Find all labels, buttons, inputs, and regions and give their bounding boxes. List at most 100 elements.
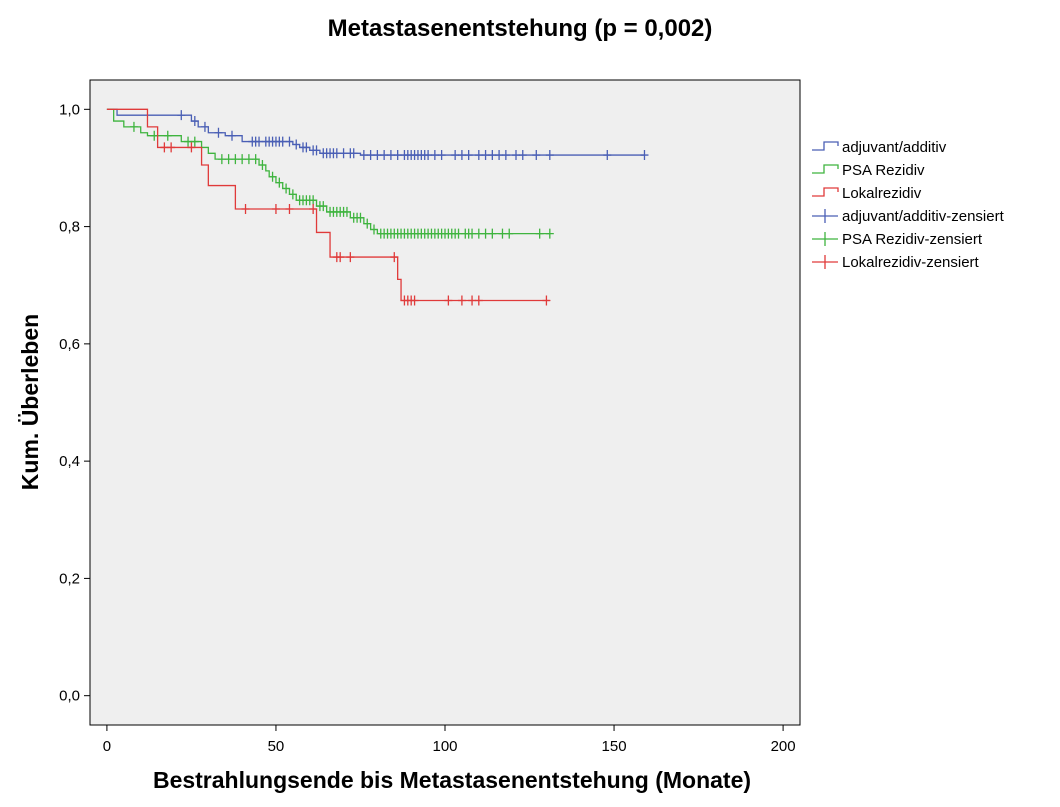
censor-mark: [603, 150, 612, 161]
censor-mark: [238, 154, 247, 165]
plot-area: [89, 79, 801, 726]
censor-mark: [380, 150, 389, 161]
censor-mark: [430, 150, 439, 161]
legend-label: PSA Rezidiv-zensiert: [842, 231, 983, 248]
censor-mark: [640, 150, 649, 161]
censor-mark: [346, 252, 355, 263]
censor-mark: [190, 136, 199, 147]
legend-item: adjuvant/additiv-zensiert: [812, 208, 1005, 225]
censor-mark: [160, 142, 169, 153]
censor-mark: [241, 204, 250, 214]
survival-step-line: [106, 108, 550, 235]
x-tick-label: 100: [432, 738, 457, 755]
censor-mark: [474, 295, 483, 306]
legend-swatch-line: [812, 164, 839, 174]
x-axis-title: Bestrahlungsende bis Metastasenentstehun…: [153, 767, 751, 793]
censor-mark: [518, 150, 527, 161]
legend-item: adjuvant/additiv: [812, 139, 947, 156]
legend-swatch-line: [812, 141, 839, 151]
censor-mark: [309, 195, 318, 206]
censor-mark: [251, 154, 260, 165]
censor-mark: [184, 136, 193, 147]
censor-mark: [532, 150, 541, 161]
censor-mark: [244, 154, 253, 165]
censor-mark: [535, 228, 544, 239]
legend-swatch-censor: [812, 255, 838, 269]
legend: adjuvant/additiv PSA Rezidiv Lokalrezidiv a…: [812, 139, 1005, 271]
censor-mark: [498, 228, 507, 239]
censor-mark: [424, 150, 433, 161]
y-axis: 0,0 0,2 0,4 0,6 0,8 1,0: [59, 101, 90, 705]
y-tick-label: 0,4: [59, 453, 80, 470]
censor-mark: [454, 228, 463, 239]
censor-mark: [332, 148, 341, 159]
censor-mark: [363, 218, 372, 229]
censor-mark: [488, 228, 497, 239]
x-tick-label: 0: [103, 738, 111, 755]
censor-mark: [393, 150, 402, 161]
censor-mark: [271, 204, 280, 214]
censor-mark: [268, 171, 277, 182]
censor-mark: [167, 142, 176, 153]
legend-swatch-line: [812, 187, 839, 197]
censor-mark: [386, 150, 395, 161]
y-tick-label: 1,0: [59, 101, 80, 118]
legend-item: Lokalrezidiv: [812, 185, 922, 202]
censor-mark: [187, 142, 196, 153]
chart-title: Metastasenentstehung (p = 0,002): [328, 15, 713, 42]
censor-mark: [474, 228, 483, 239]
censor-mark: [468, 295, 477, 306]
censor-mark: [278, 136, 287, 147]
censor-mark: [359, 150, 368, 161]
x-tick-label: 150: [602, 738, 627, 755]
legend-label: PSA Rezidiv: [842, 162, 925, 179]
censor-mark: [457, 295, 466, 306]
censor-mark: [373, 150, 382, 161]
legend-label: Lokalrezidiv-zensiert: [842, 254, 980, 271]
censor-mark: [336, 252, 345, 263]
censor-mark: [302, 142, 311, 153]
censor-mark: [150, 130, 159, 141]
censor-mark: [410, 295, 419, 306]
censor-mark: [505, 228, 514, 239]
censor-mark: [501, 150, 510, 161]
censor-mark: [545, 228, 554, 239]
censor-mark: [200, 121, 209, 132]
censor-mark: [481, 150, 490, 161]
censor-mark: [177, 110, 186, 121]
censor-mark: [342, 206, 351, 217]
censor-mark: [228, 130, 236, 141]
y-tick-label: 0,6: [59, 336, 80, 353]
censor-mark: [275, 177, 284, 188]
censor-mark: [292, 139, 301, 150]
x-tick-label: 50: [268, 738, 285, 755]
censor-mark: [545, 150, 554, 161]
censor-mark: [356, 212, 365, 223]
y-tick-label: 0,8: [59, 219, 80, 236]
censor-mark: [255, 136, 264, 147]
censor-mark: [129, 121, 138, 132]
censor-mark: [285, 136, 294, 147]
censor-mark: [339, 148, 348, 159]
legend-item: PSA Rezidiv-zensiert: [812, 231, 983, 248]
censor-mark: [288, 189, 297, 200]
censor-mark: [312, 145, 321, 156]
censor-mark: [258, 160, 267, 171]
series-2: [106, 108, 551, 306]
censor-mark: [285, 204, 294, 214]
legend-label: adjuvant/additiv: [842, 139, 947, 156]
x-tick-label: 200: [771, 738, 796, 755]
censor-mark: [451, 150, 460, 161]
y-tick-label: 0,2: [59, 570, 80, 587]
legend-swatch-censor: [812, 232, 838, 246]
censor-mark: [468, 228, 477, 239]
censor-mark: [231, 154, 240, 165]
censor-mark: [190, 116, 199, 127]
y-axis-title: Kum. Überleben: [17, 314, 43, 490]
censor-mark: [366, 150, 375, 161]
censor-mark: [457, 150, 466, 161]
censor-mark: [464, 150, 473, 161]
legend-label: adjuvant/additiv-zensiert: [842, 208, 1005, 225]
censor-mark: [542, 295, 551, 306]
